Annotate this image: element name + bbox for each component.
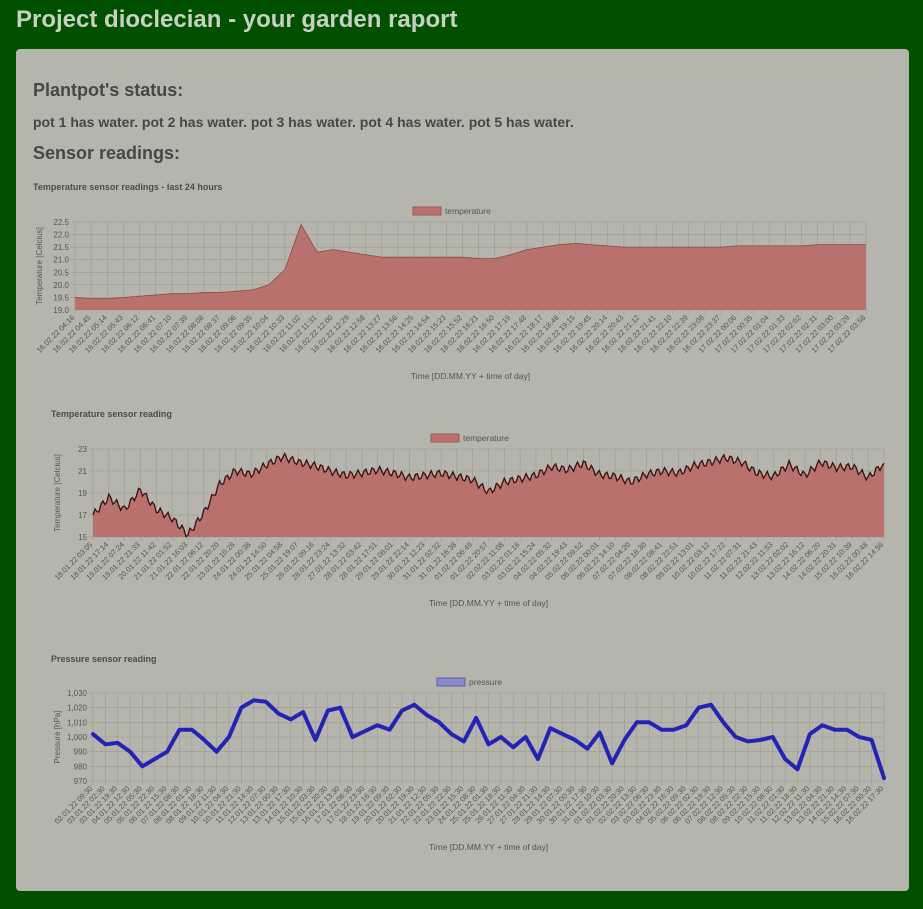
chart-2: pressure9709809901,0001,0101,0201,03002.… (53, 677, 886, 852)
y-tick-label: 21 (78, 467, 87, 476)
x-axis-title: Time [DD.MM.YY + time of day] (429, 842, 548, 852)
y-tick-label: 21.5 (53, 243, 69, 252)
y-tick-label: 990 (74, 748, 88, 757)
y-tick-label: 15 (78, 533, 87, 542)
y-tick-label: 1,010 (67, 718, 88, 727)
y-axis-title: Temperature [Celcius] (53, 454, 62, 532)
y-tick-label: 1,000 (67, 733, 88, 742)
y-tick-label: 1,020 (67, 704, 88, 713)
report-panel: Plantpot's status: pot 1 has water. pot … (16, 49, 909, 891)
charts-canvas: temperature 19.0 19.5 20.0 20.5 21.0 21.5 22.0 2… (35, 206, 886, 852)
x-axis-title: Time [DD.MM.YY + time of day] (411, 371, 530, 381)
series-line (92, 451, 885, 538)
sensor-readings-heading: Sensor readings: (33, 143, 181, 163)
temp-chart-title: Temperature sensor reading (51, 409, 172, 419)
series-area (93, 453, 884, 537)
y-tick-label: 19.5 (53, 293, 69, 302)
y-tick-label: 980 (74, 762, 88, 771)
y-axis-title: Pressure [hPa] (53, 711, 62, 764)
y-tick-label: 17 (78, 511, 87, 520)
plantpot-status-heading: Plantpot's status: (33, 80, 184, 100)
legend-swatch (430, 433, 460, 443)
y-tick-label: 1,030 (67, 689, 88, 698)
x-axis-title: Time [DD.MM.YY + time of day] (429, 598, 548, 608)
legend-label: pressure (469, 677, 502, 687)
series-area (75, 224, 866, 310)
y-tick-label: 23 (78, 445, 87, 454)
y-tick-label: 19.0 (53, 306, 69, 315)
series-line (74, 223, 866, 300)
plantpot-status-text: pot 1 has water. pot 2 has water. pot 3 … (33, 114, 574, 130)
y-tick-label: 20.5 (53, 268, 69, 277)
page-title: Project dioclecian - your garden raport (16, 6, 458, 33)
y-axis-title: Temperature [Celcius] (35, 227, 44, 305)
legend-swatch (436, 677, 466, 687)
series-line (91, 698, 886, 781)
legend-label: temperature (445, 206, 491, 216)
pressure-chart-title: Pressure sensor reading (51, 654, 157, 664)
chart-0: temperature 19.0 19.5 20.0 20.5 21.0 21.5 22.0 2… (35, 206, 868, 381)
y-tick-label: 21.0 (53, 256, 69, 265)
y-tick-label: 19 (78, 489, 87, 498)
y-tick-label: 22.5 (53, 218, 69, 227)
temp-24h-chart-title: Temperature sensor readings - last 24 ho… (33, 182, 223, 192)
legend-label: temperature (463, 433, 509, 443)
legend-swatch (412, 206, 442, 216)
y-tick-label: 970 (74, 777, 88, 786)
y-tick-label: 20.0 (53, 281, 69, 290)
y-tick-label: 22.0 (53, 231, 69, 240)
